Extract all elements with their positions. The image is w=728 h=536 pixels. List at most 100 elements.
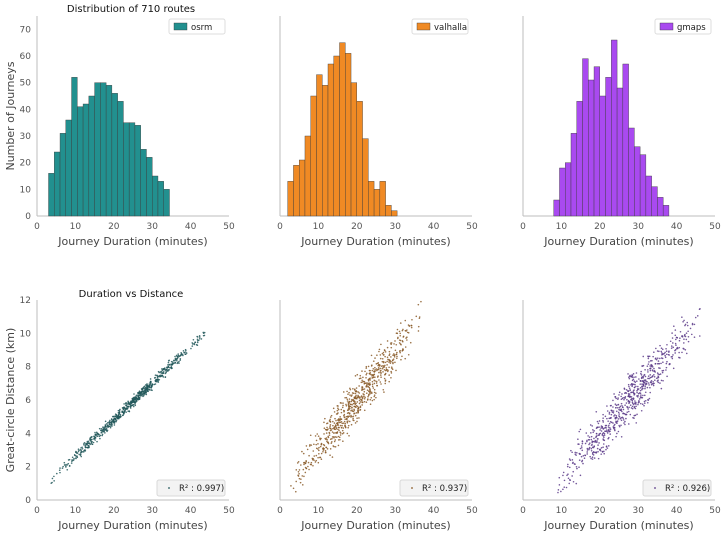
- scatter-valhalla-legend: [399, 479, 469, 497]
- scatter-gmaps-point: [606, 405, 608, 407]
- scatter-gmaps-point: [650, 381, 652, 384]
- scatter-valhalla-point: [395, 353, 398, 356]
- scatter-gmaps-point: [568, 482, 571, 485]
- scatter-valhalla-xtick: 50: [466, 506, 478, 516]
- scatter-valhalla-point: [381, 367, 384, 370]
- hist-valhalla-bar: [339, 42, 346, 217]
- scatter-osrm-point: [109, 425, 111, 428]
- scatter-gmaps-point: [575, 454, 577, 456]
- scatter-gmaps-point: [620, 424, 622, 427]
- scatter-gmaps-point: [628, 387, 631, 390]
- scatter-valhalla-point: [302, 468, 305, 471]
- scatter-valhalla-point: [331, 436, 334, 438]
- scatter-gmaps-point: [583, 457, 586, 460]
- scatter-gmaps-point: [595, 432, 598, 435]
- scatter-valhalla-point: [371, 399, 374, 402]
- hist-valhalla-bar: [322, 85, 329, 217]
- scatter-valhalla-point: [356, 401, 359, 403]
- scatter-osrm-point: [179, 357, 182, 360]
- scatter-gmaps-point: [660, 362, 662, 365]
- scatter-valhalla-point: [345, 415, 348, 418]
- scatter-valhalla-point: [361, 401, 364, 404]
- scatter-gmaps-point: [679, 330, 682, 333]
- scatter-gmaps-point: [568, 479, 571, 481]
- scatter-valhalla-point: [353, 412, 356, 415]
- scatter-gmaps-point: [628, 406, 630, 409]
- scatter-gmaps-point: [661, 371, 664, 374]
- scatter-valhalla-point: [365, 392, 368, 395]
- scatter-gmaps-point: [615, 397, 617, 400]
- scatter-gmaps-point: [674, 352, 676, 354]
- scatter-osrm-point: [180, 354, 183, 356]
- scatter-gmaps-point: [637, 385, 639, 388]
- scatter-gmaps-point: [665, 369, 667, 371]
- scatter-valhalla-point: [340, 418, 343, 420]
- scatter-valhalla-point: [350, 416, 352, 418]
- scatter-valhalla-point: [333, 436, 335, 439]
- scatter-valhalla-point: [346, 421, 349, 424]
- scatter-valhalla-point: [351, 403, 354, 406]
- scatter-valhalla-point: [372, 367, 375, 370]
- scatter-gmaps-point: [609, 426, 611, 429]
- hist-gmaps-panel: 0 10 20 30 40 50 Journey Duration (minutes) gma…: [520, 16, 721, 248]
- scatter-osrm-point: [151, 389, 153, 392]
- scatter-valhalla-point: [376, 376, 379, 378]
- scatter-valhalla-point: [310, 444, 313, 446]
- scatter-osrm-point: [139, 392, 142, 395]
- scatter-gmaps-point: [587, 435, 589, 437]
- scatter-gmaps-point: [619, 405, 622, 408]
- scatter-valhalla-point: [362, 380, 365, 383]
- hist-osrm-bar: [71, 77, 78, 217]
- scatter-gmaps-point: [589, 455, 591, 458]
- scatter-osrm-point: [131, 404, 134, 406]
- scatter-gmaps-point: [612, 410, 615, 412]
- scatter-gmaps-point: [649, 374, 652, 376]
- scatter-valhalla-point: [334, 417, 336, 420]
- scatter-osrm-point: [150, 385, 153, 387]
- scatter-gmaps-point: [644, 369, 646, 371]
- scatter-gmaps-point: [606, 447, 609, 449]
- scatter-gmaps-point: [656, 357, 659, 359]
- scatter-gmaps-point: [607, 429, 610, 432]
- scatter-gmaps-point: [632, 403, 635, 406]
- scatter-valhalla-point: [368, 393, 370, 396]
- scatter-gmaps-point: [591, 440, 594, 443]
- scatter-valhalla-point: [359, 401, 362, 403]
- scatter-gmaps-point: [608, 436, 610, 439]
- scatter-gmaps-point: [567, 473, 569, 475]
- scatter-osrm-point: [104, 424, 107, 426]
- scatter-gmaps-point: [611, 438, 614, 441]
- scatter-osrm-point: [102, 430, 105, 433]
- hist-gmaps-legend-label: gmaps: [677, 23, 706, 33]
- hist-osrm-bar: [77, 106, 84, 217]
- scatter-valhalla-point: [361, 396, 364, 399]
- scatter-osrm-point: [112, 419, 115, 421]
- hist-osrm-bar: [140, 149, 147, 217]
- scatter-gmaps-point: [648, 355, 651, 358]
- scatter-gmaps-point: [585, 432, 588, 434]
- scatter-osrm-point: [142, 394, 145, 397]
- scatter-gmaps-point: [584, 442, 587, 445]
- scatter-osrm-point: [79, 454, 82, 457]
- scatter-valhalla-point: [350, 400, 353, 403]
- scatter-gmaps-point: [640, 372, 642, 375]
- scatter-gmaps-point: [626, 398, 628, 401]
- scatter-valhalla-point: [369, 403, 372, 406]
- scatter-osrm-point: [113, 422, 116, 424]
- hist-osrm-bar: [59, 133, 67, 217]
- scatter-valhalla-point: [319, 438, 322, 441]
- scatter-valhalla-point: [398, 330, 401, 333]
- hist-gmaps-bar: [593, 66, 600, 217]
- scatter-gmaps-point: [586, 440, 588, 443]
- hist-valhalla-legend: [411, 18, 469, 35]
- scatter-valhalla-point: [309, 434, 312, 437]
- scatter-gmaps-point: [572, 480, 575, 483]
- scatter-gmaps-point: [665, 353, 668, 356]
- scatter-gmaps-point: [586, 453, 588, 455]
- scatter-valhalla-point: [396, 328, 399, 331]
- scatter-valhalla-point: [354, 397, 357, 400]
- scatter-gmaps-point: [629, 389, 631, 391]
- scatter-gmaps-point: [558, 484, 561, 486]
- scatter-valhalla-point: [400, 358, 402, 361]
- scatter-valhalla-point: [318, 446, 320, 449]
